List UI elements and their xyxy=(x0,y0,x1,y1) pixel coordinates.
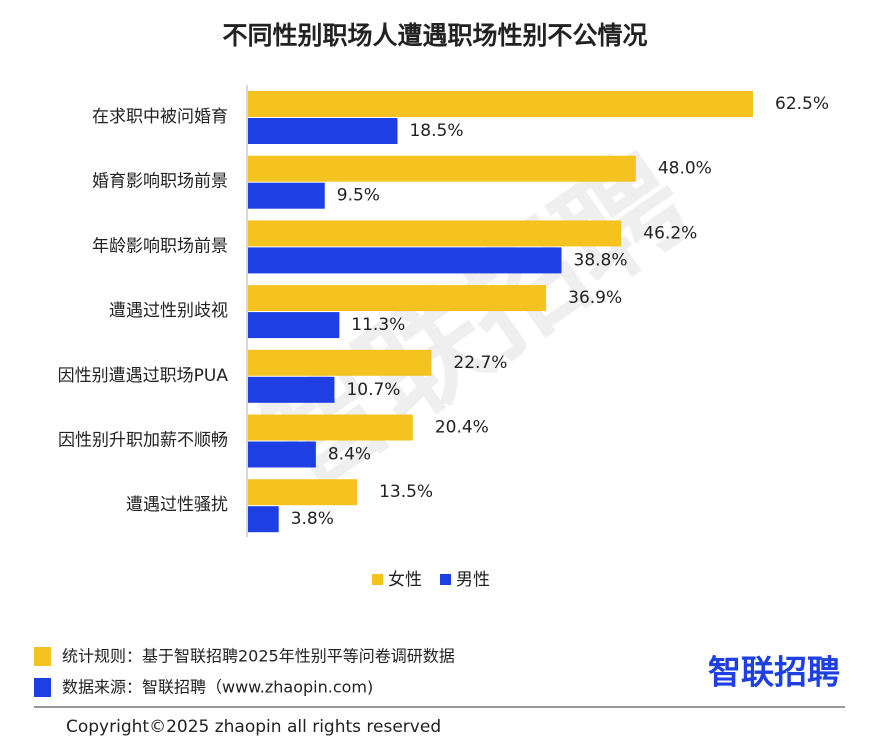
value-label: 38.8% xyxy=(574,250,628,270)
legend-label: 女性 xyxy=(388,570,422,590)
y-tick-label: 遭遇过性别歧视 xyxy=(109,301,228,321)
bar xyxy=(248,118,398,144)
value-label: 20.4% xyxy=(435,418,489,438)
y-tick-label: 因性别升职加薪不顺畅 xyxy=(58,431,228,451)
value-label: 10.7% xyxy=(346,380,400,400)
copyright: Copyright©2025 zhaopin all rights reserv… xyxy=(66,717,441,737)
bar xyxy=(248,479,358,506)
bar xyxy=(248,349,432,376)
value-label: 36.9% xyxy=(568,288,622,308)
legend-swatch xyxy=(372,574,383,585)
chart-title: 不同性别职场人遭遇职场性别不公情况 xyxy=(222,21,647,50)
legend-swatch xyxy=(440,574,451,585)
bar xyxy=(248,414,413,441)
note-swatch xyxy=(34,678,51,697)
value-label: 8.4% xyxy=(328,445,371,465)
bar xyxy=(248,312,340,339)
y-tick-label: 婚育影响职场前景 xyxy=(92,172,228,192)
y-tick-label: 在求职中被问婚育 xyxy=(92,107,228,127)
bar xyxy=(248,441,316,468)
note-swatch xyxy=(34,647,51,666)
bar xyxy=(248,182,325,209)
bar xyxy=(248,506,279,533)
value-label: 46.2% xyxy=(643,223,697,243)
bar xyxy=(248,376,335,403)
footnote: 统计规则：基于智联招聘2025年性别平等问卷调研数据 xyxy=(62,647,455,666)
bar xyxy=(248,285,547,312)
value-label: 48.0% xyxy=(658,159,712,179)
y-tick-label: 因性别遭遇过职场PUA xyxy=(58,366,229,386)
value-label: 9.5% xyxy=(337,186,380,206)
value-label: 62.5% xyxy=(775,94,829,114)
value-label: 11.3% xyxy=(351,315,405,335)
value-label: 13.5% xyxy=(379,482,433,502)
bar xyxy=(248,220,622,247)
bar xyxy=(248,91,753,117)
value-label: 22.7% xyxy=(453,353,507,373)
legend-label: 男性 xyxy=(456,570,490,590)
value-label: 18.5% xyxy=(409,121,463,141)
bar xyxy=(248,247,562,274)
y-tick-label: 遭遇过性骚扰 xyxy=(126,495,228,515)
logo: 智联招聘 xyxy=(708,653,840,692)
y-tick-label: 年龄影响职场前景 xyxy=(92,236,228,256)
bar xyxy=(248,155,636,182)
footnote: 数据来源：智联招聘（www.zhaopin.com) xyxy=(62,678,373,697)
value-label: 3.8% xyxy=(291,509,334,529)
